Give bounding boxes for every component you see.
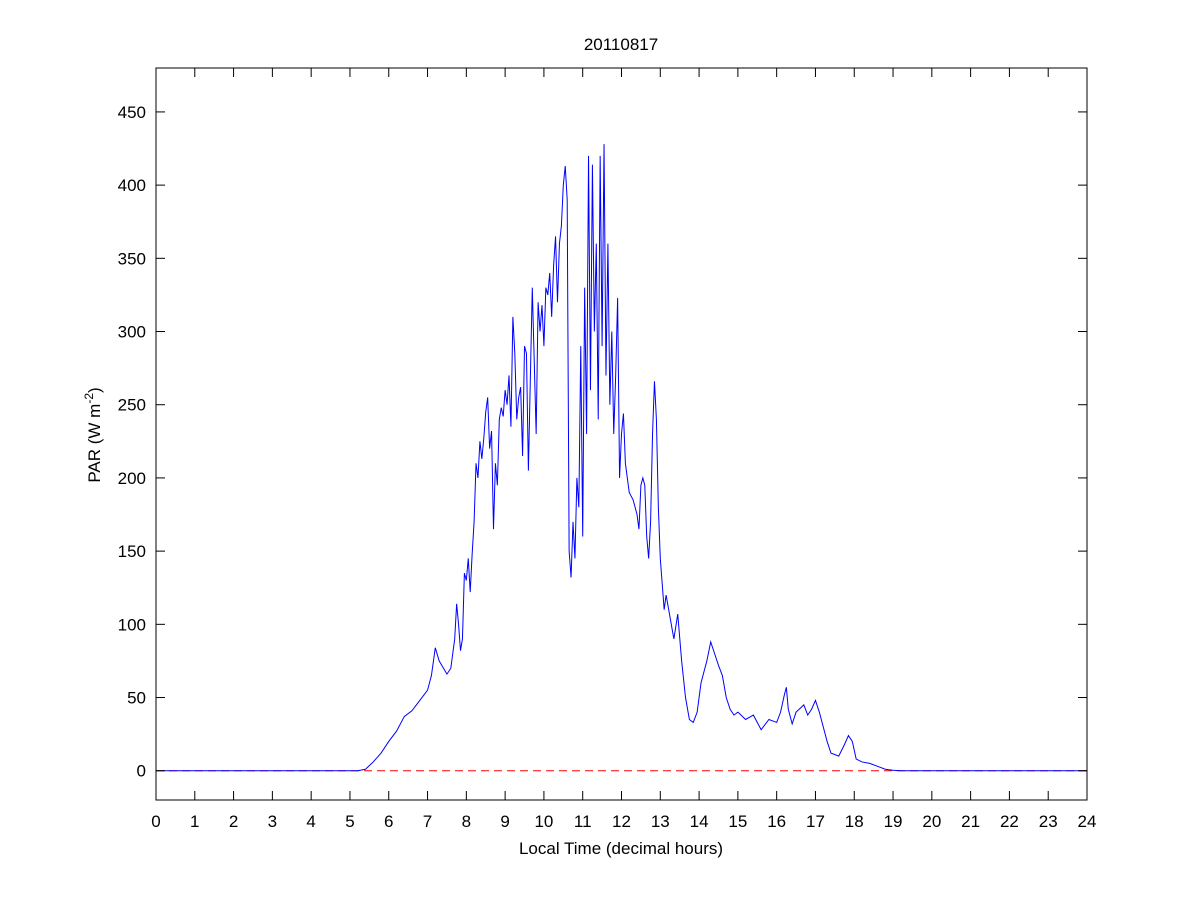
x-tick-label: 17 (806, 812, 825, 831)
y-tick-label: 0 (137, 762, 146, 781)
y-tick-label: 50 (127, 689, 146, 708)
data-line (156, 144, 1087, 772)
y-axis-label-sup: -2 (82, 393, 96, 404)
x-tick-label: 0 (151, 812, 160, 831)
x-tick-label: 5 (345, 812, 354, 831)
x-tick-label: 19 (884, 812, 903, 831)
y-axis-label: PAR (W m-2) (82, 387, 104, 482)
x-tick-label: 14 (690, 812, 709, 831)
x-tick-label: 16 (767, 812, 786, 831)
y-tick-label: 450 (118, 103, 146, 122)
x-tick-label: 7 (423, 812, 432, 831)
x-tick-label: 15 (728, 812, 747, 831)
x-tick-label: 18 (845, 812, 864, 831)
x-tick-label: 4 (306, 812, 315, 831)
x-axis-label: Local Time (decimal hours) (519, 839, 723, 858)
x-tick-label: 13 (651, 812, 670, 831)
x-tick-label: 24 (1078, 812, 1097, 831)
y-axis-label-text: PAR (W m (85, 404, 104, 483)
y-tick-label: 200 (118, 469, 146, 488)
x-tick-label: 1 (190, 812, 199, 831)
y-tick-label: 150 (118, 542, 146, 561)
y-tick-label: 100 (118, 615, 146, 634)
chart-title: 20110817 (584, 35, 658, 54)
y-tick-label: 400 (118, 176, 146, 195)
x-tick-label: 10 (534, 812, 553, 831)
x-tick-label: 9 (500, 812, 509, 831)
y-axis-label-end: ) (85, 387, 104, 393)
x-tick-label: 11 (574, 812, 592, 831)
x-tick-label: 21 (961, 812, 980, 831)
x-tick-label: 12 (612, 812, 631, 831)
y-tick-label: 300 (118, 323, 146, 342)
y-tick-label: 350 (118, 249, 146, 268)
x-tick-label: 22 (1000, 812, 1019, 831)
x-tick-label: 20 (922, 812, 941, 831)
y-tick-label: 250 (118, 396, 146, 415)
x-tick-label: 8 (462, 812, 471, 831)
x-tick-label: 3 (268, 812, 277, 831)
x-tick-label: 6 (384, 812, 393, 831)
x-tick-label: 23 (1039, 812, 1058, 831)
x-tick-label: 2 (229, 812, 238, 831)
